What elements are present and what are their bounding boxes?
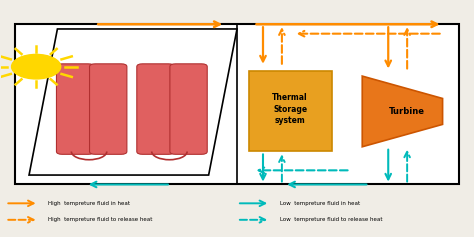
FancyBboxPatch shape xyxy=(137,64,174,154)
Polygon shape xyxy=(362,76,443,147)
Polygon shape xyxy=(29,29,237,175)
Bar xyxy=(15,24,459,184)
Text: Low  tempreture fluid in heat: Low tempreture fluid in heat xyxy=(280,201,360,206)
Text: system: system xyxy=(275,116,306,125)
FancyBboxPatch shape xyxy=(90,64,127,154)
Circle shape xyxy=(11,55,61,79)
Text: High  tempreture fluid to release heat: High tempreture fluid to release heat xyxy=(48,217,152,222)
FancyBboxPatch shape xyxy=(170,64,207,154)
Bar xyxy=(249,71,331,151)
Text: High  tempreture fluid in heat: High tempreture fluid in heat xyxy=(48,201,130,206)
Text: Turbine: Turbine xyxy=(389,107,425,116)
Text: Storage: Storage xyxy=(273,105,307,114)
Text: Low  tempreture fluid to release heat: Low tempreture fluid to release heat xyxy=(280,217,382,222)
FancyBboxPatch shape xyxy=(56,64,94,154)
Text: Thermal: Thermal xyxy=(273,93,308,102)
